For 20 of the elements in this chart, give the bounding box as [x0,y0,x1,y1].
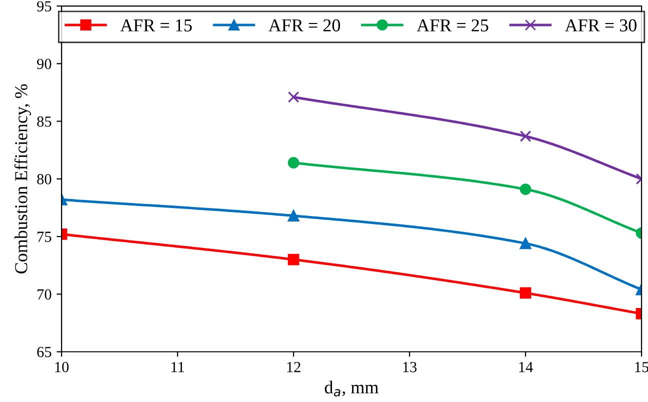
y-tick-label: 80 [37,174,52,184]
x-tick-label: 10 [55,362,69,372]
y-tick-label: 65 [37,346,52,358]
y-tick-label: 85 [37,116,52,127]
x-tick-label: 13 [403,362,417,372]
legend-label: AFR = 20 [268,19,340,32]
y-tick-label: 75 [38,232,52,242]
x-tick-label: 12 [287,362,300,372]
legend-label: AFR = 30 [564,19,636,32]
legend-label: AFR = 15 [120,19,192,32]
point [288,91,300,103]
y-axis-title: Combustion Efficiency, % [14,84,32,274]
y-tick-label: 90 [37,58,52,70]
point [288,157,300,168]
x-tick-label: 14 [519,362,533,372]
x-tick-label: 11 [172,362,184,372]
y-tick-label: 95 [37,1,52,12]
y-tick-label: 70 [38,289,52,300]
x-axis-title: d$_{a}$, mm [324,380,378,396]
legend-label: AFR = 25 [416,19,488,32]
